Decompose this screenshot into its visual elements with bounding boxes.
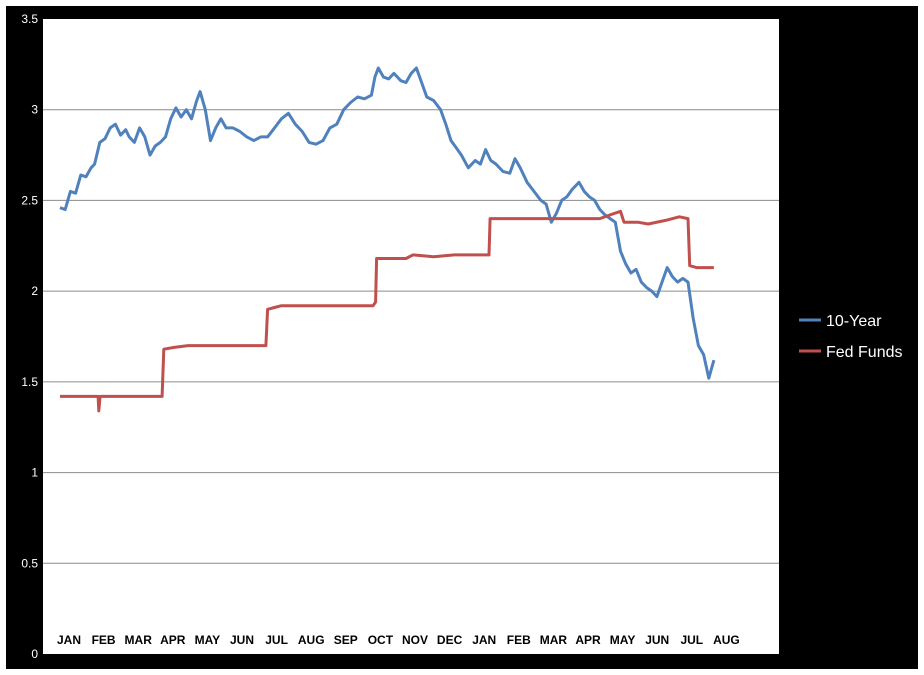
x-tick-label: FEB: [507, 633, 531, 647]
x-tick-label: FEB: [92, 633, 116, 647]
x-tick-label: MAY: [610, 633, 636, 647]
x-tick-label: MAY: [195, 633, 221, 647]
series-layer: [59, 66, 716, 413]
series-line-0: [59, 66, 716, 380]
x-tick-label: DEC: [437, 633, 463, 647]
x-tick-label: APR: [160, 633, 186, 647]
x-tick-label: JUL: [680, 633, 703, 647]
x-tick-label: AUG: [298, 633, 325, 647]
y-axis-tick-labels: 0 0.5 1 1.5 2 2.5 3 3.5: [21, 12, 38, 661]
x-tick-label: JAN: [57, 633, 81, 647]
x-tick-label: NOV: [402, 633, 428, 647]
x-axis-month-labels: JAN FEB MAR APR MAY JUN JUL AUG SEP OCT NOV DEC JAN F…: [57, 633, 740, 647]
y-tick-label: 1.5: [21, 375, 38, 389]
y-tick-label: 0.5: [21, 556, 38, 570]
y-tick-label: 2.5: [21, 193, 38, 207]
x-tick-label: OCT: [368, 633, 394, 647]
y-tick-label: 1: [31, 466, 38, 480]
legend-label: Fed Funds: [826, 344, 902, 361]
x-tick-label: JUL: [265, 633, 288, 647]
plot-area: [43, 19, 779, 654]
y-tick-label: 3.5: [21, 12, 38, 26]
y-tick-label: 3: [31, 103, 38, 117]
y-tick-label: 0: [31, 647, 38, 661]
legend: 10-Year Fed Funds: [799, 313, 902, 361]
x-tick-label: AUG: [713, 633, 740, 647]
line-chart: 0 0.5 1 1.5 2 2.5 3 3.5 JAN FEB MAR APR MAY JUN JUL AU…: [21, 12, 902, 661]
x-tick-label: SEP: [334, 633, 358, 647]
x-tick-label: JUN: [645, 633, 669, 647]
gridlines: [43, 109, 779, 564]
x-tick-label: MAR: [125, 633, 153, 647]
x-tick-label: JUN: [230, 633, 254, 647]
x-tick-label: MAR: [540, 633, 568, 647]
series-line-1: [60, 209, 714, 413]
x-tick-label: APR: [575, 633, 601, 647]
y-tick-label: 2: [31, 284, 38, 298]
x-tick-label: JAN: [472, 633, 496, 647]
legend-label: 10-Year: [826, 313, 882, 330]
chart-frame: 0 0.5 1 1.5 2 2.5 3 3.5 JAN FEB MAR APR MAY JUN JUL AU…: [6, 6, 918, 669]
